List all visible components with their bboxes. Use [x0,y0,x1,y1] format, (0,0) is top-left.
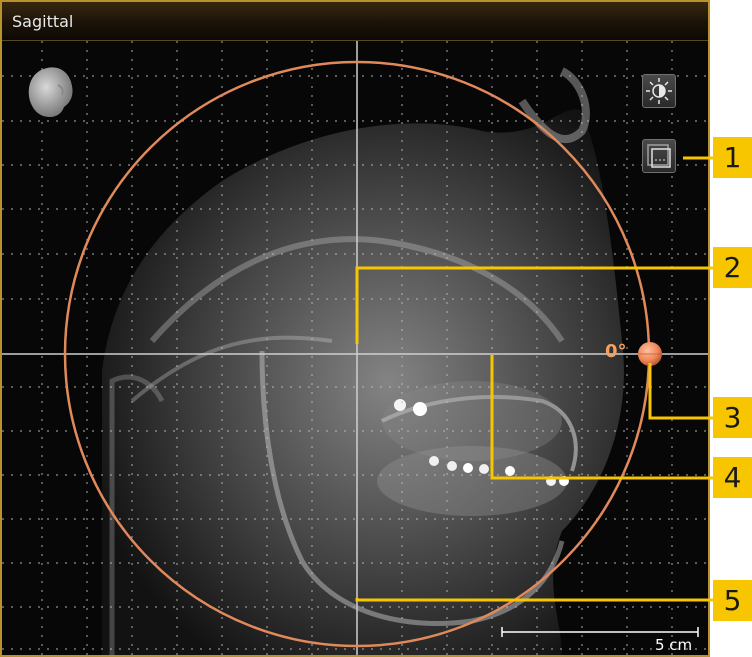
brightness-contrast-button[interactable] [642,74,676,108]
window-titlebar: Sagittal [0,0,710,41]
adjust-panoramic-region-button[interactable] [642,139,676,173]
scale-bar-label: 5 cm [655,636,693,654]
callout-4: 4 [713,457,752,498]
rotation-angle-label: 0° [605,341,627,362]
3d-head-orientation-icon[interactable] [28,67,73,117]
brightness-contrast-icon [646,78,672,104]
viewport-canvas[interactable] [2,41,708,655]
callout-1: 1 [713,137,752,178]
scale-bar [501,627,699,637]
sagittal-view-window: Sagittal [0,0,710,657]
xray-volume-image [102,67,624,655]
window-title: Sagittal [12,12,74,31]
callout-2: 2 [713,247,752,288]
callout-5: 5 [713,580,752,621]
sagittal-viewport[interactable]: 0° 5 cm [2,41,708,655]
measurement-grid [2,41,708,655]
adjust-panoramic-region-icon [647,144,671,168]
callout-3: 3 [713,397,752,438]
